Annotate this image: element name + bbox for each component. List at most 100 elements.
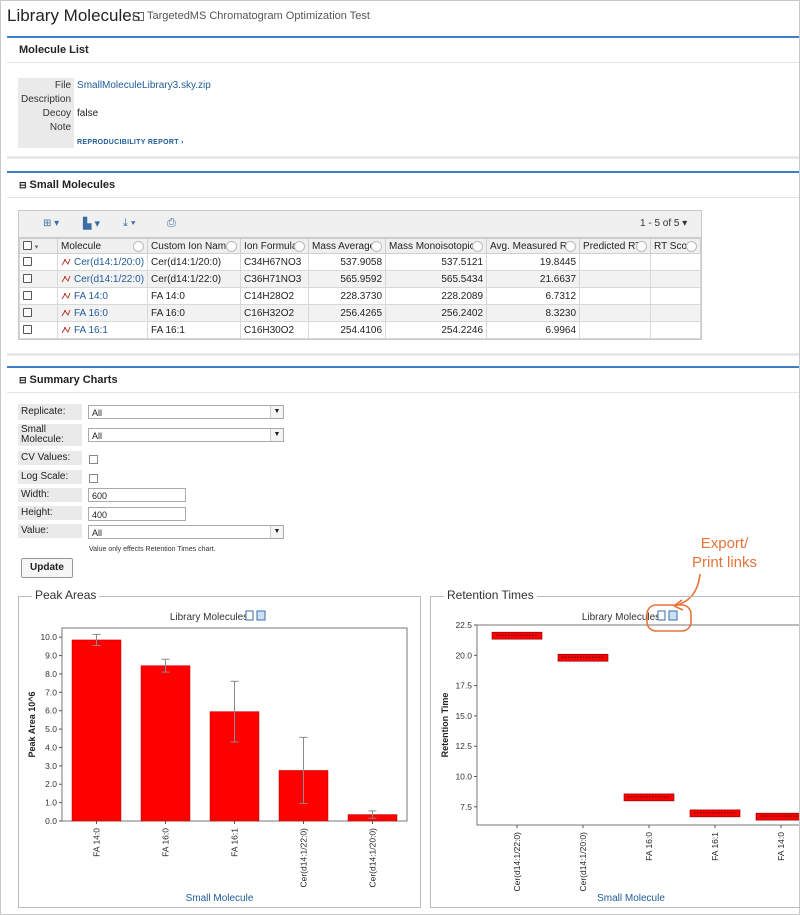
y-tick-label: 7.5 (460, 802, 472, 812)
pdf-export-icon[interactable] (245, 610, 254, 621)
small-molecule-select[interactable]: All ▼ (88, 428, 284, 442)
mass-monoisotopic-cell: 537.5121 (385, 253, 488, 271)
predicted-rt-cell (579, 287, 652, 305)
row-select-cell (19, 270, 58, 288)
row-checkbox[interactable] (23, 291, 32, 301)
pagination[interactable]: 1 - 5 of 5 ▾ (640, 218, 687, 229)
molecule-link[interactable]: Cer(d14:1/20:0) (74, 256, 145, 268)
col-custom-ion-name[interactable]: Custom Ion Name (147, 238, 242, 254)
log-scale-checkbox[interactable] (89, 474, 98, 483)
mass-monoisotopic-cell: 254.2246 (385, 321, 488, 339)
col-mass-monoisotopic[interactable]: Mass Monoisotopic (385, 238, 488, 254)
avg-measured-rt-cell: 8.3230 (486, 304, 581, 322)
row-checkbox[interactable] (23, 325, 32, 335)
replicate-select[interactable]: All ▼ (88, 405, 284, 419)
col-mass-average[interactable]: Mass Average (308, 238, 387, 254)
reproducibility-report-link[interactable]: REPRODUCIBILITY REPORT › (77, 138, 184, 146)
col-avg-measured-rt[interactable]: Avg. Measured RT (486, 238, 581, 254)
print-icon[interactable]: ⎙ (167, 217, 176, 229)
x-tick-label: FA 16:1 (230, 828, 240, 857)
col-rt-score[interactable]: RT Score (650, 238, 701, 254)
y-tick-label: 15.0 (455, 711, 472, 721)
chevron-down-icon: ▼ (270, 429, 283, 441)
x-axis-label: Small Molecule (597, 893, 665, 904)
value-note: Value only effects Retention Times chart… (89, 546, 216, 553)
update-button[interactable]: Update (21, 558, 73, 578)
table-row[interactable]: FA 16:1 FA 16:1 C16H30O2 254.4106 254.2246 6.… (19, 321, 701, 339)
collapse-icon[interactable]: ⊟ (19, 180, 27, 190)
predicted-rt-cell (579, 321, 652, 339)
y-tick-label: 10.0 (455, 772, 472, 782)
png-export-icon-page (256, 610, 266, 621)
molecule-link[interactable]: FA 16:0 (74, 307, 108, 319)
col-rt-score-label: RT Score (654, 240, 696, 252)
column-menu-icon[interactable] (133, 241, 145, 252)
y-tick-label: 22.5 (455, 620, 472, 630)
column-menu-icon[interactable] (294, 241, 306, 252)
molecule-icon (61, 309, 71, 317)
chart-title: Library Molecules (170, 612, 248, 623)
export-icon[interactable]: ⤓ ▾ (123, 217, 136, 229)
peak-areas-legend: Peak Areas (32, 588, 100, 602)
page-title: Library Molecules (7, 6, 141, 25)
molecule-link[interactable]: FA 16:1 (74, 324, 108, 336)
x-tick-label: FA 14:0 (92, 828, 102, 857)
y-tick-label: 12.5 (455, 741, 472, 751)
cv-values-checkbox[interactable] (89, 455, 98, 464)
col-ion-formula[interactable]: Ion Formula (240, 238, 310, 254)
table-row[interactable]: FA 14:0 FA 14:0 C14H28O2 228.3730 228.2089 6.… (19, 287, 701, 305)
molecules-table: ▾ Molecule Custom Ion Name Ion Formula M… (19, 238, 701, 339)
row-checkbox[interactable] (23, 274, 32, 284)
col-molecule-label: Molecule (61, 240, 102, 252)
panel-separator (7, 156, 799, 159)
row-checkbox[interactable] (23, 308, 32, 318)
folder-icon (133, 11, 144, 21)
column-menu-icon[interactable] (226, 241, 238, 252)
small-molecules-header[interactable]: ⊟ Small Molecules (7, 173, 799, 198)
avg-measured-rt-cell: 6.7312 (486, 287, 581, 305)
column-menu-icon[interactable] (565, 241, 577, 252)
select-all-checkbox[interactable] (23, 241, 32, 251)
molecule-link[interactable]: FA 14:0 (74, 290, 108, 302)
y-tick-label: 4.0 (45, 742, 57, 752)
mass-average-cell: 256.4265 (308, 304, 387, 322)
height-input[interactable]: 400 (88, 507, 186, 521)
table-row[interactable]: Cer(d14:1/20:0) Cer(d14:1/20:0) C34H67NO3 5… (19, 253, 701, 271)
log-scale-label: Log Scale: (18, 470, 82, 484)
col-custom-ion-name-label: Custom Ion Name (151, 240, 232, 252)
x-tick-label: FA 16:0 (644, 832, 654, 861)
file-link[interactable]: SmallMoleculeLibrary3.sky.zip (77, 79, 211, 91)
col-predicted-rt[interactable]: Predicted RT (579, 238, 652, 254)
row-checkbox[interactable] (23, 257, 32, 267)
grid-view-icon[interactable]: ⊞ ▾ (43, 218, 60, 229)
note-label: Note (18, 120, 75, 134)
column-menu-icon[interactable] (686, 241, 697, 252)
table-row[interactable]: Cer(d14:1/22:0) Cer(d14:1/22:0) C36H71NO3 5… (19, 270, 701, 288)
col-molecule[interactable]: Molecule (56, 238, 149, 254)
molecule-list-details: File SmallMoleculeLibrary3.sky.zip Descri… (18, 78, 214, 148)
column-menu-icon[interactable] (636, 241, 648, 252)
small-molecule-select-value: All (92, 431, 103, 441)
col-ion-formula-label: Ion Formula (244, 240, 298, 252)
chart-icon[interactable]: ▙ ▾ (83, 218, 101, 230)
summary-charts-header[interactable]: ⊟ Summary Charts (7, 368, 799, 393)
molecule-cell: FA 16:1 (56, 321, 149, 339)
predicted-rt-cell (579, 253, 652, 271)
collapse-icon[interactable]: ⊟ (19, 375, 27, 385)
molecule-link[interactable]: Cer(d14:1/22:0) (74, 273, 145, 285)
molecule-list-panel: Molecule List File SmallMoleculeLibrary3.… (7, 36, 799, 156)
value-select[interactable]: All ▼ (88, 525, 284, 539)
rt-score-cell (650, 304, 701, 322)
pdf-export-icon[interactable] (657, 610, 666, 621)
breadcrumb[interactable]: TargetedMS Chromatogram Optimization Tes… (133, 10, 370, 22)
png-export-icon[interactable] (256, 610, 266, 621)
select-all-header[interactable]: ▾ (19, 238, 58, 254)
avg-measured-rt-cell: 21.6637 (486, 270, 581, 288)
width-input[interactable]: 600 (88, 488, 186, 502)
table-row[interactable]: FA 16:0 FA 16:0 C16H32O2 256.4265 256.2402 8.… (19, 304, 701, 322)
column-menu-icon[interactable] (371, 241, 383, 252)
column-menu-icon[interactable] (472, 241, 484, 252)
png-export-icon[interactable] (668, 610, 678, 621)
col-mass-monoisotopic-label: Mass Monoisotopic (389, 240, 475, 252)
x-tick-label: Cer(d14:1/22:0) (512, 832, 522, 892)
